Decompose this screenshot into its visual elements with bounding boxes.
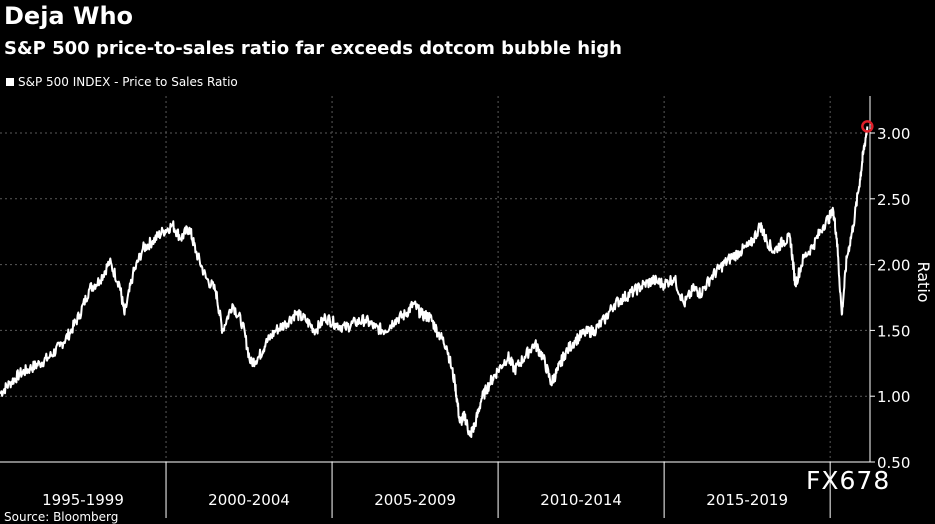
legend-swatch bbox=[6, 78, 14, 86]
chart-subtitle: S&P 500 price-to-sales ratio far exceeds… bbox=[4, 38, 622, 59]
y-axis-label: Ratio bbox=[914, 261, 933, 302]
y-tick-label: 1.00 bbox=[877, 388, 910, 406]
y-tick-label: 3.00 bbox=[877, 125, 910, 143]
x-period-label: 2015-2019 bbox=[706, 491, 788, 509]
y-tick-label: 1.50 bbox=[877, 322, 910, 340]
x-period-label: 2005-2009 bbox=[374, 491, 456, 509]
latest-point-marker bbox=[861, 120, 874, 133]
legend-label: S&P 500 INDEX - Price to Sales Ratio bbox=[18, 75, 238, 89]
y-tick-label: 2.50 bbox=[877, 191, 910, 209]
x-period-label: 2010-2014 bbox=[540, 491, 622, 509]
watermark: FX678 bbox=[806, 466, 891, 495]
source-note: Source: Bloomberg bbox=[4, 510, 119, 524]
x-period-label: 2000-2004 bbox=[208, 491, 290, 509]
series-line bbox=[0, 126, 869, 438]
x-period-label: 1995-1999 bbox=[42, 491, 124, 509]
y-tick-label: 0.50 bbox=[877, 454, 910, 472]
y-tick-label: 2.00 bbox=[877, 257, 910, 275]
legend: S&P 500 INDEX - Price to Sales Ratio bbox=[6, 74, 238, 90]
chart-title: Deja Who bbox=[4, 2, 134, 30]
